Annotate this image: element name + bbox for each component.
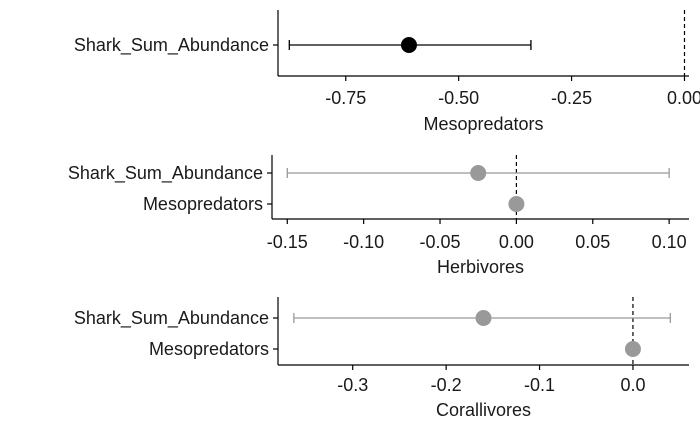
- x-tick-label: -0.3: [337, 375, 368, 395]
- x-tick-label: -0.05: [420, 232, 461, 252]
- x-tick-label: -0.50: [438, 88, 479, 108]
- term-label: Shark_Sum_Abundance: [74, 308, 269, 329]
- x-axis-title: Mesopredators: [423, 114, 543, 134]
- x-axis-title: Corallivores: [436, 400, 531, 420]
- x-tick-label: -0.15: [267, 232, 308, 252]
- term-label: Shark_Sum_Abundance: [74, 35, 269, 56]
- x-tick-label: -0.75: [325, 88, 366, 108]
- x-tick-label: 0.00: [499, 232, 534, 252]
- estimate-point: [470, 165, 487, 181]
- term-label: Shark_Sum_Abundance: [68, 163, 263, 184]
- term-label: Mesopredators: [149, 339, 269, 359]
- x-tick-label: -0.1: [524, 375, 555, 395]
- estimate-point: [475, 310, 492, 326]
- x-tick-label: 0.05: [575, 232, 610, 252]
- x-tick-label: -0.10: [343, 232, 384, 252]
- x-axis-title: Herbivores: [437, 257, 524, 277]
- term-label: Mesopredators: [143, 194, 263, 214]
- estimate-point: [400, 37, 417, 53]
- x-tick-label: -0.25: [551, 88, 592, 108]
- x-tick-label: 0.00: [667, 88, 700, 108]
- x-tick-label: -0.2: [431, 375, 462, 395]
- estimate-point: [508, 196, 525, 212]
- x-tick-label: 0.0: [620, 375, 645, 395]
- x-tick-label: 0.10: [652, 232, 687, 252]
- estimate-point: [624, 341, 641, 357]
